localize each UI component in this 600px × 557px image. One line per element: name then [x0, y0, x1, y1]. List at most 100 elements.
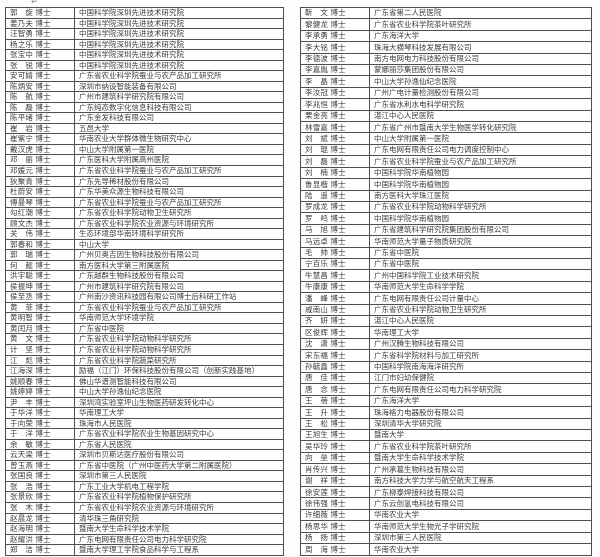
- table-row: 林雪嘉 博士 广东省广州市暨南大学生物医学转化研究院: [300, 121, 592, 134]
- name-cell: 戚南山 博士: [300, 303, 370, 316]
- roster-left-body: 郭 旋 博士 中国科学院深圳先进技术研究院 姜乃夫 博士 中国科学院深圳先进技术…: [5, 7, 284, 556]
- table-row: 汪智勇 博士 中国科学院深圳先进技术研究院: [5, 28, 284, 40]
- name-cell: 曾玉燕 博士: [5, 459, 75, 472]
- table-row: 陈炳安 博士 深圳市纳设智能装备有限公司: [5, 80, 284, 93]
- table-row: 牛慧昌 博士 广州中国科学院工业技术研究院: [300, 269, 592, 282]
- table-row: 杨思华 博士 华南师范大学生物光子学研究院: [300, 520, 592, 533]
- org-cell: 广东省科学院材料与加工研究所: [369, 349, 592, 362]
- table-row: 傅曼琴 博士 广东省农业科学院蚕业与农产品加工研究所: [5, 196, 284, 209]
- name-cell: 王 松 博士: [300, 417, 370, 431]
- org-cell: 广州汉腾生物科技有限公司: [369, 337, 592, 351]
- name-cell: 傅曼琴 博士: [5, 196, 75, 209]
- table-row: 吴华玲 博士 广东省农业科学院茶叶研究所: [300, 440, 592, 453]
- org-cell: 珠海格力电器股份有限公司: [369, 406, 592, 419]
- table-row: 狄聚青 博士 广东先导稀材股份有限公司: [5, 175, 284, 188]
- name-cell: 宋东福 博士: [300, 349, 370, 362]
- name-cell: 刘 琨 博士: [300, 143, 370, 157]
- table-row: 李德波 博士 南方电网电力科技股份有限公司: [300, 52, 592, 66]
- table-row: 姜乃夫 博士 中国科学院深圳先进技术研究院: [5, 17, 284, 30]
- org-cell: 广东省农业科学院动物卫生研究所: [369, 303, 592, 316]
- org-cell: 中国科学院华南植物园: [369, 166, 592, 180]
- table-row: 姚顺春 博士 佛山华谱测智能科技有限公司: [5, 375, 284, 388]
- org-cell: 广州中国科学院工业技术研究院: [369, 269, 592, 282]
- table-row: 江海深 博士 励福（江门）环保科技股份有限公司（创新实践基地）: [5, 365, 284, 377]
- table-row: 区俊辉 博士 华南理工大学: [300, 326, 592, 339]
- org-cell: 广东先导稀材股份有限公司: [74, 175, 284, 188]
- name-cell: 李汝冠 博士: [300, 86, 370, 100]
- org-cell: 广东金发科技有限公司: [74, 112, 284, 124]
- table-row: 云天梁 博士 深圳市贝斯达医疗股份有限公司: [5, 449, 284, 461]
- org-cell: 暨南大学: [369, 429, 592, 442]
- org-cell: 深圳市纳设智能装备有限公司: [74, 80, 284, 93]
- table-row: 黄明智 博士 华南师范大学环境学院: [5, 312, 284, 324]
- org-cell: 华南理工大学: [369, 326, 592, 339]
- name-cell: 于华洋 博士: [5, 407, 75, 419]
- name-cell: 李嘉胤 博士: [300, 64, 370, 77]
- table-row: 邓 丽 博士 广东医科大学附属高州医院: [5, 154, 284, 166]
- table-row: 栗金亮 博士 湛江中心人民医院: [300, 109, 592, 123]
- table-row: 王 松 博士 深圳清华大学研究院: [300, 417, 592, 431]
- name-cell: 郑 洁 博士: [5, 544, 75, 556]
- name-cell: 孙毓鑫 博士: [300, 360, 370, 374]
- table-row: 邓媛元 博士 广东省农业科学院蚕业与农产品加工研究所: [5, 164, 284, 177]
- org-cell: 广东省农业科学院蔬菜研究所: [74, 354, 284, 367]
- org-cell: 广东省建筑科学研究院集团股份有限公司: [369, 223, 592, 237]
- table-row: 王 升 博士 珠海格力电器股份有限公司: [300, 406, 592, 419]
- org-cell: 华南理工大学: [74, 407, 284, 419]
- table-row: 刘 磊 博士 广东省农业科学院蚕业与农产品加工研究所: [300, 155, 592, 168]
- name-cell: 唐 佳 博士: [300, 371, 370, 385]
- org-cell: 中国科学院深圳先进技术研究院: [74, 17, 284, 30]
- org-cell: 华南师范大学量子物质研究院: [369, 235, 592, 248]
- table-row: 向 垒 博士 暨南大学生命科学技术学院: [300, 451, 592, 465]
- name-cell: 狄聚青 博士: [5, 175, 75, 188]
- table-row: 许细薇 博士 华南农业大学: [300, 508, 592, 522]
- table-row: 洪宇聪 博士 广东越群生物科技股份有限公司: [5, 270, 284, 282]
- org-cell: 江门市妇幼保健院: [369, 371, 592, 385]
- name-cell: 王 蓓 博士: [300, 394, 370, 408]
- name-cell: 杨思华 博士: [300, 520, 370, 533]
- org-cell: 深圳清华大学研究院: [369, 417, 592, 431]
- name-cell: 赵耀洪 博士: [5, 533, 75, 546]
- table-row: 牛康康 博士 华南师范大学生命科学学院: [300, 280, 592, 294]
- org-cell: 广州广电计量检测股份有限公司: [369, 86, 592, 100]
- org-cell: 励福（江门）环保科技股份有限公司（创新实践基地）: [74, 365, 284, 377]
- table-row: 李 晶 博士 中山大学孙逸仙纪念医院: [300, 75, 592, 88]
- name-cell: 鲁显楷 博士: [300, 178, 370, 191]
- org-cell: 中国科学院深圳先进技术研究院: [74, 28, 284, 40]
- table-row: 谢 祥 博士 南方科技大学力学与航空航天工程系: [300, 474, 592, 488]
- org-cell: 广东省农业科学院蚕业与农产品加工研究所: [74, 164, 284, 177]
- org-cell: 中国科学院深圳先进技术研究院: [74, 38, 284, 51]
- name-cell: 刘 磊 博士: [300, 155, 370, 168]
- table-row: 陈平绪 博士 广东金发科技有限公司: [5, 112, 284, 124]
- table-row: 罗 鸣 博士 中国科学院华南植物园: [300, 212, 592, 225]
- name-cell: 关 伟 博士: [5, 228, 75, 240]
- org-cell: 暨南大学生命科学技术学院: [369, 451, 592, 465]
- org-cell: 广东省农业科学院蚕业与农产品加工研究所: [74, 301, 284, 314]
- name-cell: 黄 菲 博士: [5, 301, 75, 314]
- table-row: 李汝冠 博士 广州广电计量检测股份有限公司: [300, 86, 592, 100]
- paragraph-mark: ↵: [31, 0, 38, 6]
- table-row: 肖传兴 博士 广州承葛生物科技有限公司: [300, 463, 592, 476]
- name-cell: 沈 潇 博士: [300, 337, 370, 351]
- org-cell: 中国科学院深圳先进技术研究院: [74, 49, 284, 61]
- name-cell: 李 晶 博士: [300, 75, 370, 88]
- name-cell: 张国良 博士: [5, 470, 75, 482]
- table-row: 靳 文 博士 广东省第二人民医院: [300, 6, 592, 20]
- org-cell: 广东省广州市暨南大学生物医学转化研究院: [369, 121, 592, 134]
- table-row: 黄闰月 博士 广东省中医院: [5, 322, 284, 335]
- name-cell: 黄闰月 博士: [5, 322, 75, 335]
- name-cell: 郭 旋 博士: [5, 7, 75, 19]
- table-row: 张国良 博士 深圳市第三人民医院: [5, 470, 284, 482]
- name-cell: 崔 岩 博士: [5, 122, 75, 135]
- name-cell: 郭春和 博士: [5, 238, 75, 251]
- name-cell: 汪智勇 博士: [5, 28, 75, 40]
- table-row: 侯至丞 博士 广州南沙资讯科技园有限公司博士后科研工作站: [5, 291, 284, 303]
- table-row: 侯振坤 博士 广州市建筑科学研究院有限公司: [5, 280, 284, 293]
- table-row: 马远卓 博士 华南师范大学量子物质研究院: [300, 235, 592, 248]
- table-row: 崔紫宁 博士 华南农业大学群体微生物研究中心: [5, 133, 284, 145]
- name-cell: 谢 祥 博士: [300, 474, 370, 488]
- org-cell: 中山大学: [74, 238, 284, 251]
- org-cell: 广州市建筑科学研究院有限公司: [74, 280, 284, 293]
- org-cell: 广东电网有限责任公司电力科学研究院: [369, 383, 592, 396]
- name-cell: 邓 丽 博士: [5, 154, 75, 166]
